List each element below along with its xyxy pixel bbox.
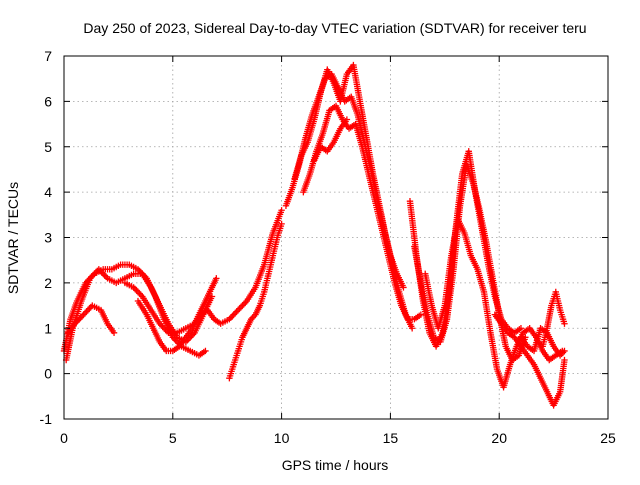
data-point bbox=[159, 323, 166, 330]
data-point bbox=[278, 207, 285, 214]
y-tick-label: 7 bbox=[44, 48, 52, 64]
data-point bbox=[134, 288, 142, 296]
data-point bbox=[101, 272, 108, 279]
x-tick-label: 0 bbox=[60, 430, 68, 446]
data-point bbox=[80, 311, 87, 318]
data-point bbox=[110, 329, 118, 336]
data-point bbox=[231, 309, 239, 317]
x-tick-label: 5 bbox=[169, 430, 177, 446]
y-tick-label: 0 bbox=[44, 366, 52, 382]
y-tick-label: 3 bbox=[44, 230, 52, 246]
series-track-5 bbox=[134, 275, 220, 355]
data-point bbox=[229, 312, 236, 320]
series-track-9 bbox=[300, 102, 425, 323]
data-point bbox=[561, 347, 568, 355]
series-track-3 bbox=[65, 302, 118, 336]
data-point bbox=[213, 275, 220, 282]
data-point bbox=[239, 302, 246, 309]
data-point bbox=[278, 220, 285, 228]
data-point bbox=[136, 290, 143, 297]
data-point bbox=[237, 303, 245, 311]
y-tick-label: 1 bbox=[44, 320, 52, 336]
data-point bbox=[84, 306, 92, 314]
y-axis-label: SDTVAR / TECUs bbox=[5, 182, 21, 294]
data-point bbox=[517, 325, 525, 332]
x-tick-label: 20 bbox=[491, 430, 507, 446]
y-tick-label: 5 bbox=[44, 139, 52, 155]
data-point bbox=[561, 356, 568, 364]
data-point bbox=[81, 309, 89, 317]
x-axis-label: GPS time / hours bbox=[282, 457, 389, 473]
series-track-6 bbox=[226, 220, 285, 382]
x-tick-label: 10 bbox=[274, 430, 290, 446]
axis-ticks: 0 5 10 15 20 25 -1 0 1 2 3 4 5 6 7 bbox=[40, 48, 616, 446]
data-point bbox=[83, 308, 90, 315]
series-track-14 bbox=[491, 311, 568, 409]
y-tick-label: 2 bbox=[44, 275, 52, 291]
x-tick-label: 25 bbox=[600, 430, 616, 446]
data-point bbox=[233, 308, 240, 315]
series-track-13 bbox=[422, 216, 566, 391]
chart-title: Day 250 of 2023, Sidereal Day-to-day VTE… bbox=[83, 20, 586, 36]
x-tick-label: 15 bbox=[383, 430, 399, 446]
data-point bbox=[343, 116, 351, 123]
data-point bbox=[408, 325, 416, 332]
y-tick-label: 6 bbox=[44, 93, 52, 109]
series-track-4 bbox=[121, 207, 285, 336]
data-point bbox=[400, 284, 407, 291]
y-tick-label: -1 bbox=[40, 411, 53, 427]
y-tick-label: 4 bbox=[44, 184, 52, 200]
series-track-8 bbox=[291, 61, 416, 332]
series-track-16 bbox=[517, 325, 568, 359]
data-point bbox=[417, 311, 425, 318]
data-point bbox=[234, 306, 242, 314]
data-layer bbox=[60, 61, 568, 409]
data-point bbox=[236, 305, 243, 312]
data-point bbox=[230, 311, 237, 318]
data-point bbox=[133, 287, 140, 294]
data-point bbox=[240, 300, 248, 308]
data-point bbox=[561, 320, 568, 327]
data-point bbox=[202, 347, 209, 355]
series-track-10 bbox=[311, 116, 351, 164]
